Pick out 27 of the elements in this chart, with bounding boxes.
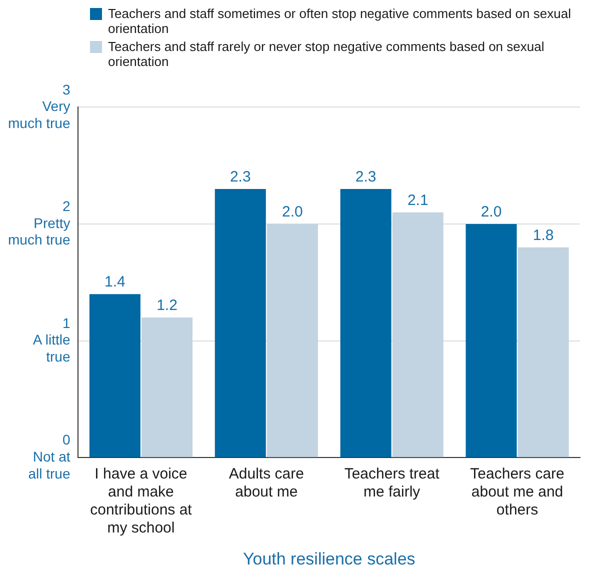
bar [340,188,392,458]
x-axis-title: Youth resilience scales [242,549,416,568]
x-tick-label: Teachers treat me fairly [344,466,440,501]
legend-label: Teachers and staff sometimes or often stop negative comments based on sexual orientation [108,6,572,36]
data-label: 2.0 [480,204,502,221]
data-label: 1.4 [104,274,126,291]
bar [214,188,266,458]
bar [141,317,193,458]
data-label: 2.3 [355,168,376,186]
data-label: 1.8 [532,227,554,244]
data-label: 2.0 [282,204,303,221]
y-tick-label: 2 Pretty much true [8,198,70,248]
x-tick-label: Adults care about me [228,466,304,501]
bar [518,247,569,458]
y-tick-label: 1 A little true [32,314,70,364]
data-label: 1.2 [156,297,178,314]
bar [392,212,444,458]
y-tick-label: 3 Very much true [8,81,70,131]
data-label: 2.3 [230,168,251,186]
y-tick-label: 0 Not at all true [28,432,70,482]
x-tick-label: I have a voice and make contributions at my school [90,466,193,537]
bar [89,294,140,458]
data-label: 2.1 [407,192,428,209]
bar [266,224,318,458]
bar [466,224,517,458]
x-tick-label: Teachers care about me and others [470,466,564,519]
legend-label: Teachers and staff rarely or never stop negative comments based on sexual orientation [108,39,546,69]
